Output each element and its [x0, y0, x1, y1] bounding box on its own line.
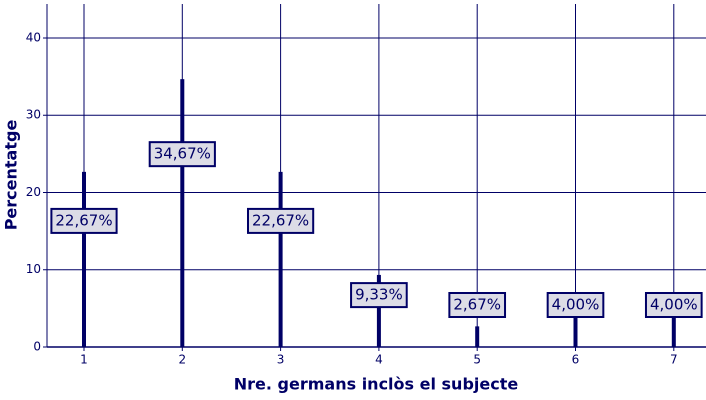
value-label: 22,67% — [252, 211, 309, 229]
bar — [180, 79, 185, 347]
value-label-box — [148, 141, 216, 168]
bar — [573, 316, 578, 347]
value-label-box — [644, 292, 703, 318]
x-tick-label: 1 — [80, 353, 88, 367]
bar — [82, 171, 86, 347]
value-label: 9,33% — [355, 286, 403, 304]
value-label-box — [448, 292, 507, 318]
x-axis-title: Nre. germans inclòs el subjecte — [234, 375, 519, 394]
value-label: 2,67% — [453, 296, 501, 314]
x-tick-label: 5 — [473, 353, 481, 367]
x-tick-label: 7 — [670, 353, 678, 367]
value-label-box — [546, 292, 605, 318]
value-label-box — [246, 207, 315, 234]
bar — [671, 316, 676, 347]
bar — [475, 326, 480, 347]
value-label-box — [50, 207, 118, 234]
y-tick-label: 0 — [33, 340, 41, 354]
value-label: 22,67% — [55, 211, 112, 229]
x-tick-label: 3 — [277, 353, 285, 367]
y-axis-title: Percentatge — [2, 120, 21, 231]
value-label: 34,67% — [154, 145, 211, 163]
x-tick-label: 2 — [178, 353, 186, 367]
x-tick-label: 6 — [572, 353, 580, 367]
bar — [278, 171, 283, 347]
y-tick-label: 10 — [26, 262, 41, 276]
value-label: 4,00% — [650, 296, 698, 314]
bar — [376, 274, 381, 347]
y-tick-label: 20 — [26, 185, 41, 199]
value-label-box — [350, 282, 408, 309]
x-tick-label: 4 — [375, 353, 383, 367]
value-label: 4,00% — [552, 296, 600, 314]
y-tick-label: 30 — [26, 108, 41, 122]
y-tick-label: 40 — [26, 30, 41, 44]
